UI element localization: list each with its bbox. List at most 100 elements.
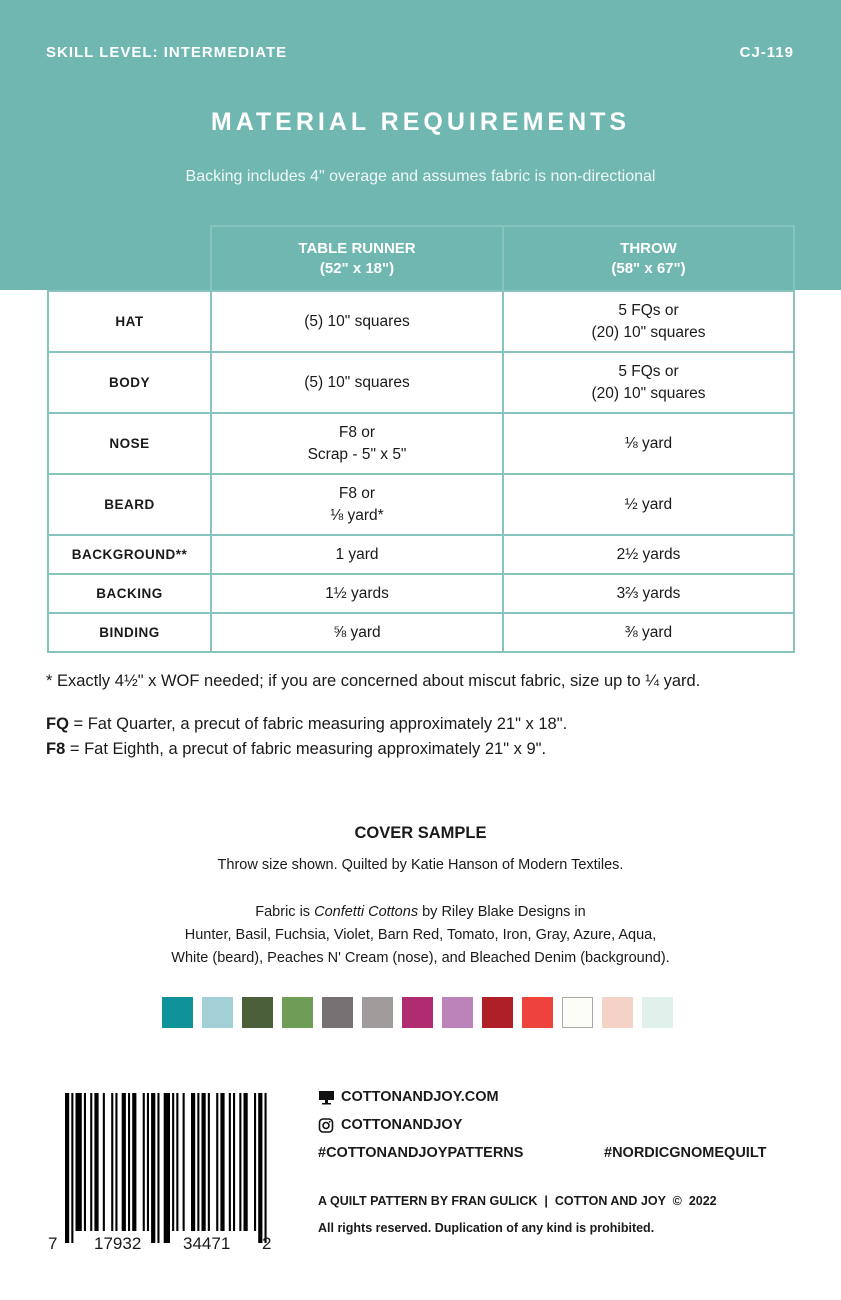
throw-cell: 2½ yards — [502, 534, 795, 575]
row-label: NOSE — [47, 412, 212, 475]
barcode-bar — [163, 1093, 170, 1243]
barcode-bar — [142, 1093, 145, 1231]
row-label: BINDING — [47, 612, 212, 653]
barcode-bar — [239, 1093, 242, 1231]
barcode — [65, 1093, 267, 1243]
barcode-bar — [151, 1093, 156, 1243]
credit-line: A QUILT PATTERN BY FRAN GULICK | COTTON … — [318, 1194, 717, 1208]
runner-cell: (5) 10" squares — [210, 290, 504, 353]
footnote: * Exactly 4½" x WOF needed; if you are c… — [46, 672, 701, 690]
table-row: NOSE F8 or Scrap - 5" x 5" ⅛ yard — [47, 412, 795, 475]
fabric-swatch — [362, 997, 393, 1028]
barcode-bar — [83, 1093, 86, 1231]
barcode-bar — [111, 1093, 114, 1231]
column-header-table-runner: TABLE RUNNER (52" x 18") — [210, 225, 504, 292]
f8-definition: F8 = Fat Eighth, a precut of fabric meas… — [46, 740, 547, 758]
row-label: BACKGROUND** — [47, 534, 212, 575]
fabric-swatch — [522, 997, 553, 1028]
fabric-swatch — [402, 997, 433, 1028]
barcode-bar — [233, 1093, 236, 1231]
rights-line: All rights reserved. Duplication of any … — [318, 1221, 655, 1235]
runner-cell: 1½ yards — [210, 573, 504, 614]
hashtag-quilt: #NORDICGNOMEQUILT — [604, 1145, 767, 1161]
cover-line: Fabric is Confetti Cottons by Riley Blak… — [255, 904, 586, 920]
throw-cell: 5 FQs or (20) 10" squares — [502, 351, 795, 414]
pattern-code: CJ-119 — [739, 44, 794, 61]
barcode-bar — [71, 1093, 74, 1243]
throw-cell: ⅛ yard — [502, 412, 795, 475]
barcode-bar — [220, 1093, 225, 1231]
fabric-swatch — [282, 997, 313, 1028]
barcode-bar — [207, 1093, 210, 1231]
barcode-bar — [128, 1093, 131, 1231]
fabric-swatch — [162, 997, 193, 1028]
row-label: BEARD — [47, 473, 212, 536]
barcode-digit: 34471 — [183, 1234, 231, 1253]
cover-sample-heading: COVER SAMPLE — [354, 824, 487, 842]
corner-cell — [48, 226, 212, 292]
barcode-bar — [254, 1093, 257, 1231]
website-link[interactable]: COTTONANDJOY.COM — [318, 1089, 499, 1105]
instagram-icon — [318, 1117, 334, 1133]
fabric-swatch — [242, 997, 273, 1028]
runner-cell: ⅝ yard — [210, 612, 504, 653]
barcode-bar — [264, 1093, 267, 1243]
row-label: HAT — [47, 290, 212, 353]
barcode-digit: 2 — [262, 1234, 272, 1253]
fabric-swatch — [202, 997, 233, 1028]
barcode-digit: 17932 — [94, 1234, 142, 1253]
barcode-bar — [157, 1093, 160, 1243]
throw-cell: 3⅔ yards — [502, 573, 795, 614]
barcode-bar — [228, 1093, 231, 1231]
barcode-bar — [65, 1093, 70, 1243]
page-title: MATERIAL REQUIREMENTS — [210, 108, 631, 136]
fabric-swatch — [322, 997, 353, 1028]
barcode-bar — [115, 1093, 118, 1231]
fabric-swatch — [482, 997, 513, 1028]
barcode-bar — [90, 1093, 93, 1231]
runner-cell: F8 or ⅛ yard* — [210, 473, 504, 536]
barcode-bar — [75, 1093, 82, 1231]
barcode-bar — [176, 1093, 179, 1231]
table-row: BACKING 1½ yards 3⅔ yards — [47, 573, 795, 614]
materials-table: TABLE RUNNER (52" x 18") THROW (58" x 67")… — [47, 225, 795, 653]
fabric-swatch — [442, 997, 473, 1028]
barcode-bar — [102, 1093, 105, 1231]
skill-level: SKILL LEVEL: INTERMEDIATE — [46, 44, 288, 61]
barcode-bar — [201, 1093, 206, 1231]
barcode-bar — [191, 1093, 196, 1231]
barcode-bar — [94, 1093, 99, 1231]
cover-line: Hunter, Basil, Fuchsia, Violet, Barn Red… — [184, 927, 657, 943]
throw-cell: ⅜ yard — [502, 612, 795, 653]
instagram-link[interactable]: COTTONANDJOY — [318, 1117, 462, 1133]
fabric-swatches — [162, 997, 673, 1028]
table-row: BINDING ⅝ yard ⅜ yard — [47, 612, 795, 653]
barcode-digit: 7 — [48, 1234, 58, 1253]
barcode-bar — [258, 1093, 263, 1243]
table-row: BACKGROUND** 1 yard 2½ yards — [47, 534, 795, 575]
runner-cell: (5) 10" squares — [210, 351, 504, 414]
fabric-swatch — [562, 997, 593, 1028]
barcode-bar — [197, 1093, 200, 1231]
runner-cell: F8 or Scrap - 5" x 5" — [210, 412, 504, 475]
row-label: BACKING — [47, 573, 212, 614]
fq-definition: FQ = Fat Quarter, a precut of fabric mea… — [46, 715, 568, 733]
page-subtitle: Backing includes 4" overage and assumes … — [185, 168, 656, 185]
hashtag-patterns: #COTTONANDJOYPATTERNS — [318, 1145, 524, 1161]
fabric-swatch — [642, 997, 673, 1028]
barcode-bar — [172, 1093, 175, 1231]
barcode-bar — [132, 1093, 137, 1231]
table-row: BODY (5) 10" squares 5 FQs or (20) 10" squa… — [47, 351, 795, 414]
barcode-bar — [243, 1093, 248, 1231]
throw-cell: ½ yard — [502, 473, 795, 536]
fabric-swatch — [602, 997, 633, 1028]
cover-line: Throw size shown. Quilted by Katie Hanso… — [217, 857, 624, 873]
barcode-bar — [216, 1093, 219, 1231]
barcode-bar — [121, 1093, 126, 1231]
table-row: HAT (5) 10" squares 5 FQs or (20) 10" squar… — [47, 290, 795, 353]
barcode-bar — [146, 1093, 149, 1231]
row-label: BODY — [47, 351, 212, 414]
monitor-icon — [319, 1090, 334, 1104]
throw-cell: 5 FQs or (20) 10" squares — [502, 290, 795, 353]
runner-cell: 1 yard — [210, 534, 504, 575]
